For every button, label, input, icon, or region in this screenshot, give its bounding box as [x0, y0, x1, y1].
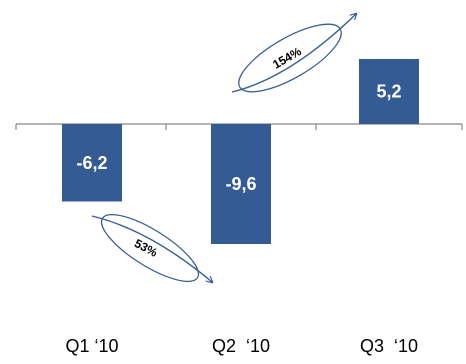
bar-q1	[62, 124, 122, 202]
category-label-q3: Q3 ‘10	[360, 336, 418, 356]
growth-annotation-154: 154%	[231, 12, 356, 93]
annotation-arrow-53	[91, 215, 212, 282]
growth-annotation-53: 53%	[91, 214, 212, 293]
category-label-q2: Q2 ‘10	[212, 336, 270, 356]
annotation-label-154: 154%	[270, 44, 304, 72]
data-label-q2: -9,6	[225, 174, 256, 194]
data-label-q1: -6,2	[76, 153, 107, 173]
bar-q2	[211, 124, 271, 244]
annotation-arrow-154	[231, 14, 356, 93]
bars-group	[62, 59, 419, 244]
bar-q3	[359, 59, 419, 124]
category-label-q1: Q1 ‘10	[65, 336, 118, 356]
data-label-q3: 5,2	[376, 82, 401, 102]
annotation-label-53: 53%	[132, 236, 160, 260]
x-axis-ticks	[15, 124, 463, 130]
